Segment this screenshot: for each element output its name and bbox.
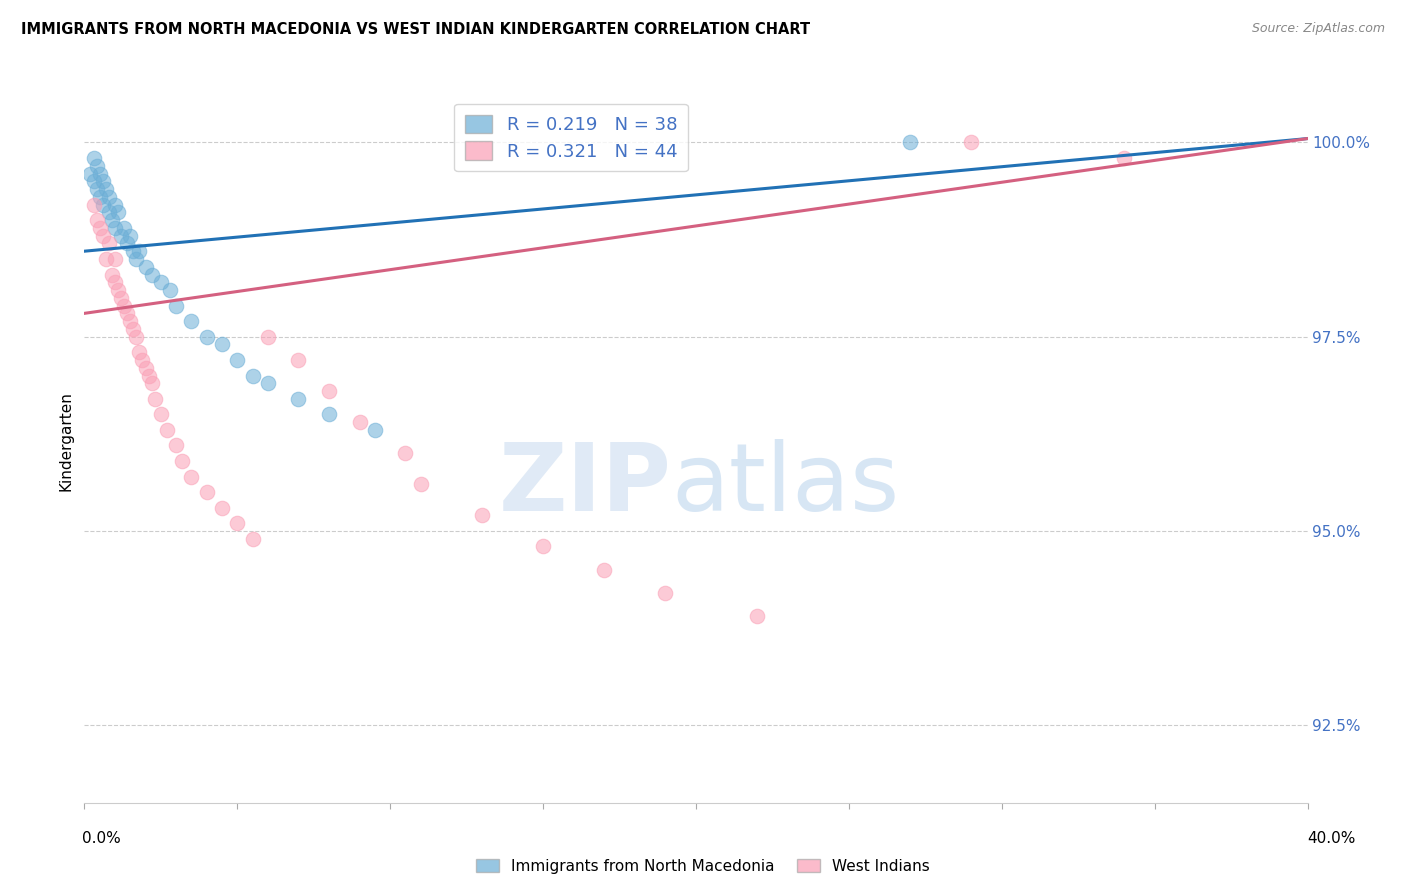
- Point: [394, 446, 416, 460]
- Point: [122, 244, 145, 259]
- Point: [165, 299, 187, 313]
- Point: [180, 469, 202, 483]
- Point: [242, 532, 264, 546]
- Point: [97, 205, 120, 219]
- Point: [115, 236, 138, 251]
- Text: Source: ZipAtlas.com: Source: ZipAtlas.com: [1251, 22, 1385, 36]
- Point: [226, 353, 249, 368]
- Point: [409, 477, 432, 491]
- Point: [89, 167, 111, 181]
- Point: [242, 368, 264, 383]
- Point: [91, 174, 114, 188]
- Point: [101, 268, 124, 282]
- Point: [104, 275, 127, 289]
- Point: [471, 508, 494, 523]
- Point: [226, 516, 249, 530]
- Point: [122, 322, 145, 336]
- Text: 0.0%: 0.0%: [82, 831, 121, 846]
- Point: [149, 408, 172, 422]
- Point: [654, 586, 676, 600]
- Point: [593, 563, 616, 577]
- Point: [91, 197, 114, 211]
- Point: [141, 268, 163, 282]
- Point: [86, 213, 108, 227]
- Point: [211, 337, 233, 351]
- Point: [287, 392, 309, 406]
- Point: [79, 167, 101, 181]
- Point: [165, 438, 187, 452]
- Point: [141, 376, 163, 391]
- Point: [128, 345, 150, 359]
- Point: [960, 136, 983, 150]
- Point: [149, 275, 172, 289]
- Text: ZIP: ZIP: [499, 439, 672, 531]
- Point: [143, 392, 166, 406]
- Point: [91, 228, 114, 243]
- Point: [97, 236, 120, 251]
- Point: [97, 190, 120, 204]
- Legend: Immigrants from North Macedonia, West Indians: Immigrants from North Macedonia, West In…: [470, 853, 936, 880]
- Point: [120, 228, 142, 243]
- Point: [115, 306, 138, 320]
- Point: [104, 197, 127, 211]
- Point: [172, 454, 194, 468]
- Point: [83, 174, 105, 188]
- Point: [211, 500, 233, 515]
- Point: [898, 136, 921, 150]
- Point: [135, 360, 157, 375]
- Point: [349, 415, 371, 429]
- Point: [86, 182, 108, 196]
- Point: [110, 228, 132, 243]
- Point: [747, 609, 769, 624]
- Point: [104, 220, 127, 235]
- Point: [107, 205, 129, 219]
- Point: [364, 423, 387, 437]
- Point: [138, 368, 160, 383]
- Point: [125, 252, 148, 266]
- Point: [257, 329, 280, 343]
- Point: [112, 299, 135, 313]
- Point: [94, 182, 117, 196]
- Point: [89, 190, 111, 204]
- Point: [120, 314, 142, 328]
- Point: [107, 283, 129, 297]
- Point: [131, 353, 153, 368]
- Point: [83, 197, 105, 211]
- Point: [257, 376, 280, 391]
- Point: [94, 252, 117, 266]
- Point: [125, 329, 148, 343]
- Point: [89, 220, 111, 235]
- Point: [104, 252, 127, 266]
- Point: [318, 384, 340, 398]
- Point: [101, 213, 124, 227]
- Legend: R = 0.219   N = 38, R = 0.321   N = 44: R = 0.219 N = 38, R = 0.321 N = 44: [454, 103, 688, 171]
- Point: [287, 353, 309, 368]
- Point: [180, 314, 202, 328]
- Point: [112, 220, 135, 235]
- Point: [83, 151, 105, 165]
- Point: [531, 540, 554, 554]
- Point: [86, 159, 108, 173]
- Point: [135, 260, 157, 274]
- Point: [1114, 151, 1136, 165]
- Point: [195, 485, 218, 500]
- Text: 40.0%: 40.0%: [1308, 831, 1355, 846]
- Point: [195, 329, 218, 343]
- Y-axis label: Kindergarten: Kindergarten: [58, 392, 73, 491]
- Point: [110, 291, 132, 305]
- Point: [159, 283, 181, 297]
- Text: IMMIGRANTS FROM NORTH MACEDONIA VS WEST INDIAN KINDERGARTEN CORRELATION CHART: IMMIGRANTS FROM NORTH MACEDONIA VS WEST …: [21, 22, 810, 37]
- Point: [318, 408, 340, 422]
- Point: [128, 244, 150, 259]
- Text: atlas: atlas: [672, 439, 900, 531]
- Point: [156, 423, 179, 437]
